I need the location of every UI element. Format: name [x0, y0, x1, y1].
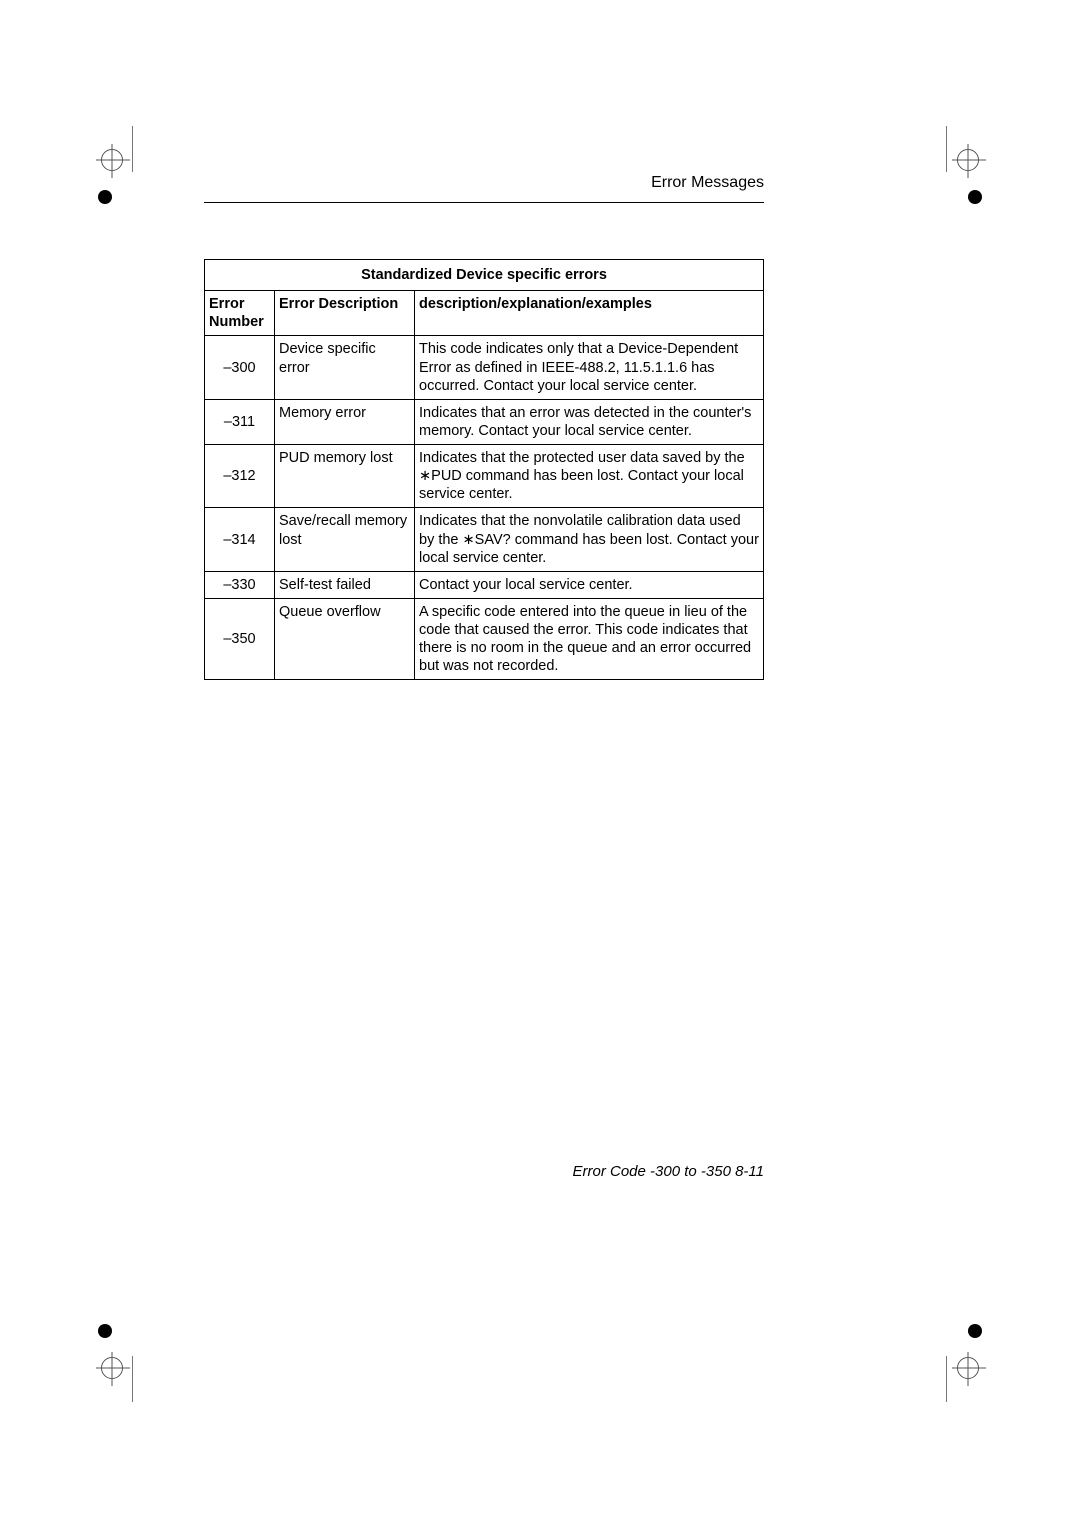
cell-error-description: Self-test failed: [275, 571, 415, 598]
table-row: –300 Device specific error This code ind…: [205, 336, 764, 399]
cell-error-description: PUD memory lost: [275, 445, 415, 508]
table-header-row: Error Number Error Description descripti…: [205, 291, 764, 336]
crop-mark-top-right: [948, 140, 988, 180]
cell-error-number: –311: [205, 399, 275, 444]
cell-error-description: Queue overflow: [275, 598, 415, 680]
page-content: Error Messages Standardized Device speci…: [204, 200, 764, 1180]
table-row: –314 Save/recall memory lost Indicates t…: [205, 508, 764, 571]
cell-error-explanation: Indicates that the protected user data s…: [415, 445, 764, 508]
cell-error-description: Save/recall memory lost: [275, 508, 415, 571]
cell-error-number: –330: [205, 571, 275, 598]
cell-error-description: Memory error: [275, 399, 415, 444]
table-title: Standardized Device specific errors: [205, 260, 764, 291]
header-rule: [204, 202, 764, 203]
cell-error-number: –350: [205, 598, 275, 680]
table-row: –350 Queue overflow A specific code ente…: [205, 598, 764, 680]
error-table: Standardized Device specific errors Erro…: [204, 259, 764, 680]
col-header-number: Error Number: [205, 291, 275, 336]
table-title-row: Standardized Device specific errors: [205, 260, 764, 291]
cell-error-number: –312: [205, 445, 275, 508]
col-header-explanation: description/explanation/examples: [415, 291, 764, 336]
table-row: –312 PUD memory lost Indicates that the …: [205, 445, 764, 508]
col-header-description: Error Description: [275, 291, 415, 336]
crop-mark-top-left: [92, 140, 132, 180]
table-row: –311 Memory error Indicates that an erro…: [205, 399, 764, 444]
cell-error-number: –300: [205, 336, 275, 399]
cell-error-explanation: Indicates that the nonvolatile calibrati…: [415, 508, 764, 571]
cell-error-explanation: Contact your local service center.: [415, 571, 764, 598]
crop-mark-bottom-left: [92, 1348, 132, 1388]
crop-mark-bottom-right: [948, 1348, 988, 1388]
cell-error-description: Device specific error: [275, 336, 415, 399]
cell-error-explanation: A specific code entered into the queue i…: [415, 598, 764, 680]
table-row: –330 Self-test failed Contact your local…: [205, 571, 764, 598]
page-header-title: Error Messages: [204, 174, 764, 192]
cell-error-explanation: Indicates that an error was detected in …: [415, 399, 764, 444]
cell-error-explanation: This code indicates only that a Device-D…: [415, 336, 764, 399]
page-footer: Error Code -300 to -350 8-11: [573, 1163, 765, 1180]
cell-error-number: –314: [205, 508, 275, 571]
